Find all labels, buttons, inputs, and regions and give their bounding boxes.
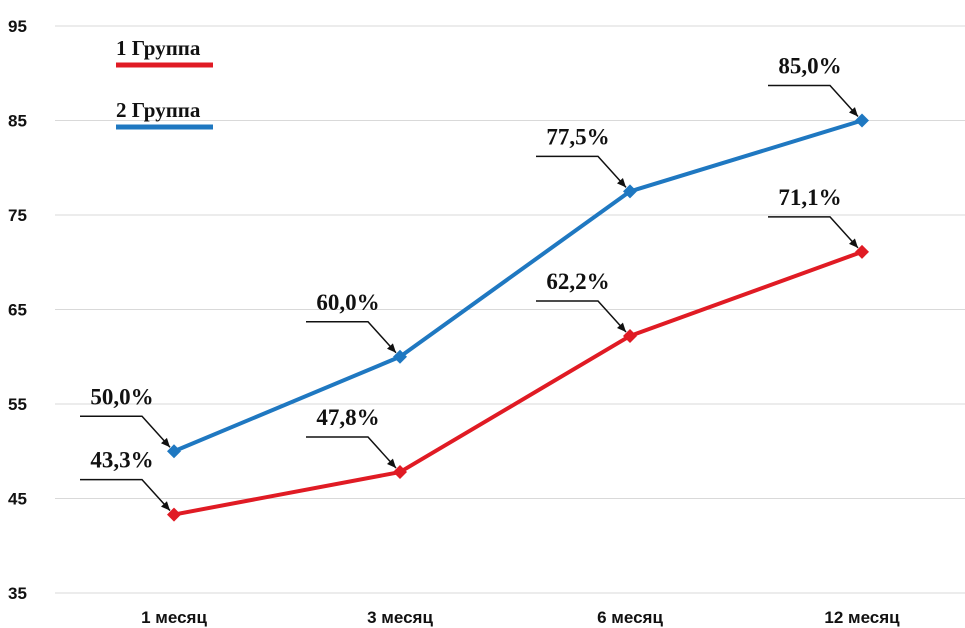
data-label: 60,0% bbox=[316, 290, 379, 315]
data-point-marker bbox=[167, 507, 181, 522]
x-tick-label: 6 месяц bbox=[597, 608, 663, 627]
x-axis-categories: 1 месяц 3 месяц 6 месяц 12 месяц bbox=[141, 608, 900, 627]
y-tick-label: 45 bbox=[8, 490, 27, 509]
legend-label: 2 Группа bbox=[116, 98, 201, 122]
data-label: 43,3% bbox=[90, 448, 153, 473]
leader-line bbox=[768, 216, 859, 249]
data-label: 47,8% bbox=[316, 405, 379, 430]
leader-arrowhead bbox=[616, 322, 626, 332]
series-group bbox=[167, 113, 869, 522]
data-point-marker bbox=[855, 113, 869, 128]
leader-arrowhead bbox=[386, 343, 396, 353]
series-line-1 bbox=[172, 249, 864, 517]
leader-line bbox=[306, 436, 397, 469]
data-point-marker bbox=[623, 328, 637, 343]
y-axis-ticks: 35 45 55 65 75 85 95 bbox=[8, 17, 27, 603]
x-tick-label: 1 месяц bbox=[141, 608, 207, 627]
y-tick-label: 75 bbox=[8, 206, 27, 225]
data-label: 71,1% bbox=[778, 185, 841, 210]
x-tick-label: 12 месяц bbox=[824, 608, 900, 627]
y-tick-label: 85 bbox=[8, 112, 27, 131]
data-point-marker bbox=[393, 349, 407, 364]
data-label: 85,0% bbox=[778, 54, 841, 79]
y-tick-label: 95 bbox=[8, 17, 27, 36]
legend-label: 1 Группа bbox=[116, 36, 201, 60]
y-tick-label: 35 bbox=[8, 584, 27, 603]
data-point-marker bbox=[167, 444, 181, 459]
leader-line bbox=[80, 478, 171, 512]
leader-line bbox=[80, 415, 171, 448]
y-tick-label: 65 bbox=[8, 301, 27, 320]
gridlines bbox=[55, 25, 965, 594]
x-tick-label: 3 месяц bbox=[367, 608, 433, 627]
data-point-marker bbox=[393, 465, 407, 480]
data-label: 62,2% bbox=[546, 269, 609, 294]
data-point-marker bbox=[855, 244, 869, 259]
leader-arrowhead bbox=[616, 178, 626, 188]
leader-arrowhead bbox=[386, 458, 396, 469]
leader-line bbox=[768, 84, 859, 118]
data-label: 77,5% bbox=[546, 124, 609, 149]
leader-arrowhead bbox=[160, 501, 170, 511]
leader-line bbox=[306, 321, 397, 354]
leader-arrowhead bbox=[160, 437, 170, 448]
leader-line bbox=[536, 300, 627, 333]
leader-arrowhead bbox=[848, 238, 858, 248]
series-line-2 bbox=[172, 118, 864, 454]
leader-line bbox=[536, 155, 627, 188]
leader-arrowhead bbox=[848, 107, 858, 117]
data-label: 50,0% bbox=[90, 384, 153, 409]
data-labels: 43,3% 47,8% 62,2% 71,1% 50,0% 60,0% 77,5% 85,0% bbox=[80, 54, 859, 512]
data-point-marker bbox=[623, 184, 637, 199]
y-tick-label: 55 bbox=[8, 395, 27, 414]
legend: 1 Группа 2 Группа bbox=[116, 36, 213, 130]
